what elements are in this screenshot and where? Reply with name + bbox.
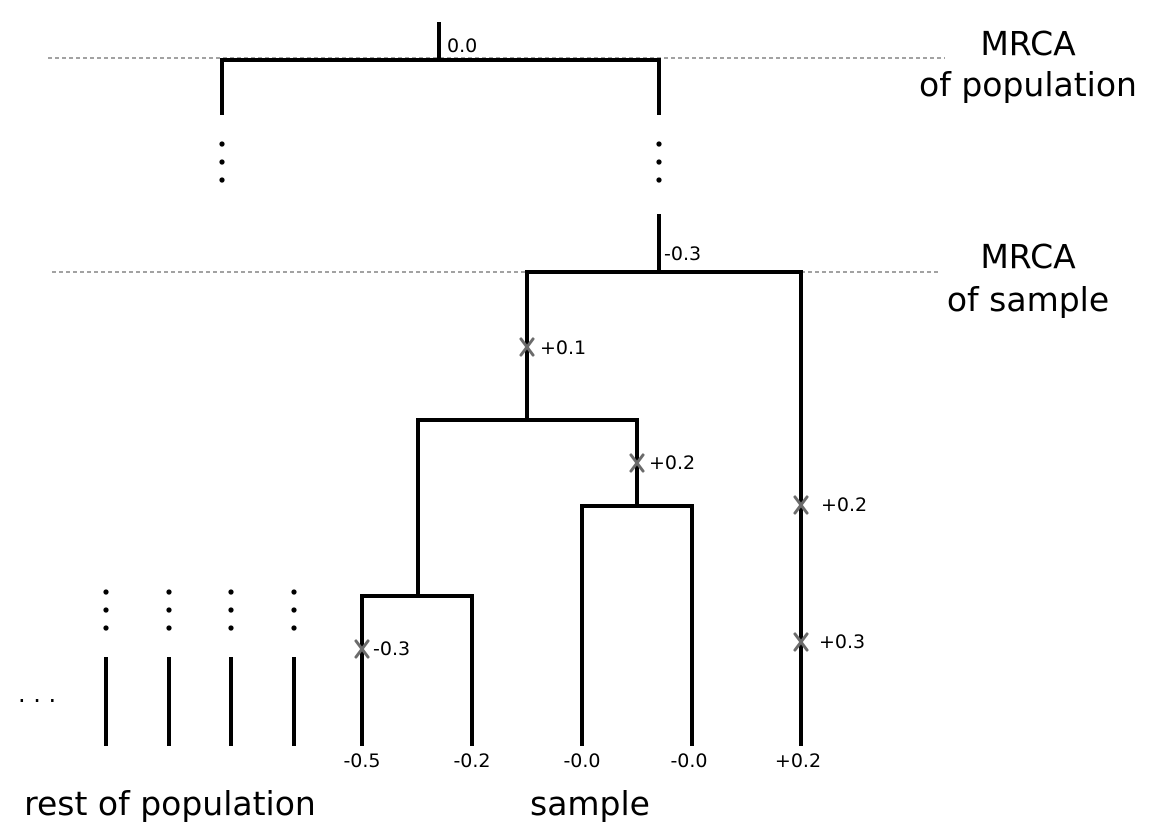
mutation-label: -0.3: [373, 638, 410, 660]
left-cherry-bracket: [360, 594, 474, 746]
sample-mrca-value: -0.3: [664, 243, 701, 265]
root-value: 0.0: [447, 35, 477, 57]
leaf-value: -0.2: [453, 750, 490, 772]
leaf-value: -0.0: [670, 750, 707, 772]
rest-of-population-caption: rest of population: [24, 784, 316, 823]
leaf-value: +0.2: [775, 750, 821, 772]
mutation-marker: [354, 639, 370, 659]
sample-mrca-label-line1: MRCA: [980, 237, 1076, 276]
right-lineage-ellipsis: [656, 141, 662, 183]
sample-mrca-label-line2: of sample: [947, 280, 1109, 319]
population-root-bracket: [220, 58, 661, 115]
rest-of-population-lineages: [103, 589, 297, 746]
mutation-label: +0.1: [540, 337, 586, 359]
leaf-value: -0.0: [563, 750, 600, 772]
mutation-marker: [793, 632, 809, 652]
mutation-label: +0.2: [649, 452, 695, 474]
right-cherry-bracket: [580, 504, 694, 746]
internal-node-bracket: [416, 418, 639, 598]
horizontal-ellipsis: . . .: [18, 680, 56, 708]
population-mrca-label-line2: of population: [919, 65, 1137, 104]
mutation-marker: [519, 337, 535, 357]
mutation-label: +0.2: [821, 494, 867, 516]
sample-caption: sample: [530, 784, 650, 823]
population-mrca-label-line1: MRCA: [980, 24, 1076, 63]
mutation-label: +0.3: [819, 631, 865, 653]
mutation-marker: [793, 495, 809, 515]
left-lineage-ellipsis: [219, 141, 225, 183]
leaf-value: -0.5: [343, 750, 380, 772]
mutation-marker: [629, 453, 645, 473]
